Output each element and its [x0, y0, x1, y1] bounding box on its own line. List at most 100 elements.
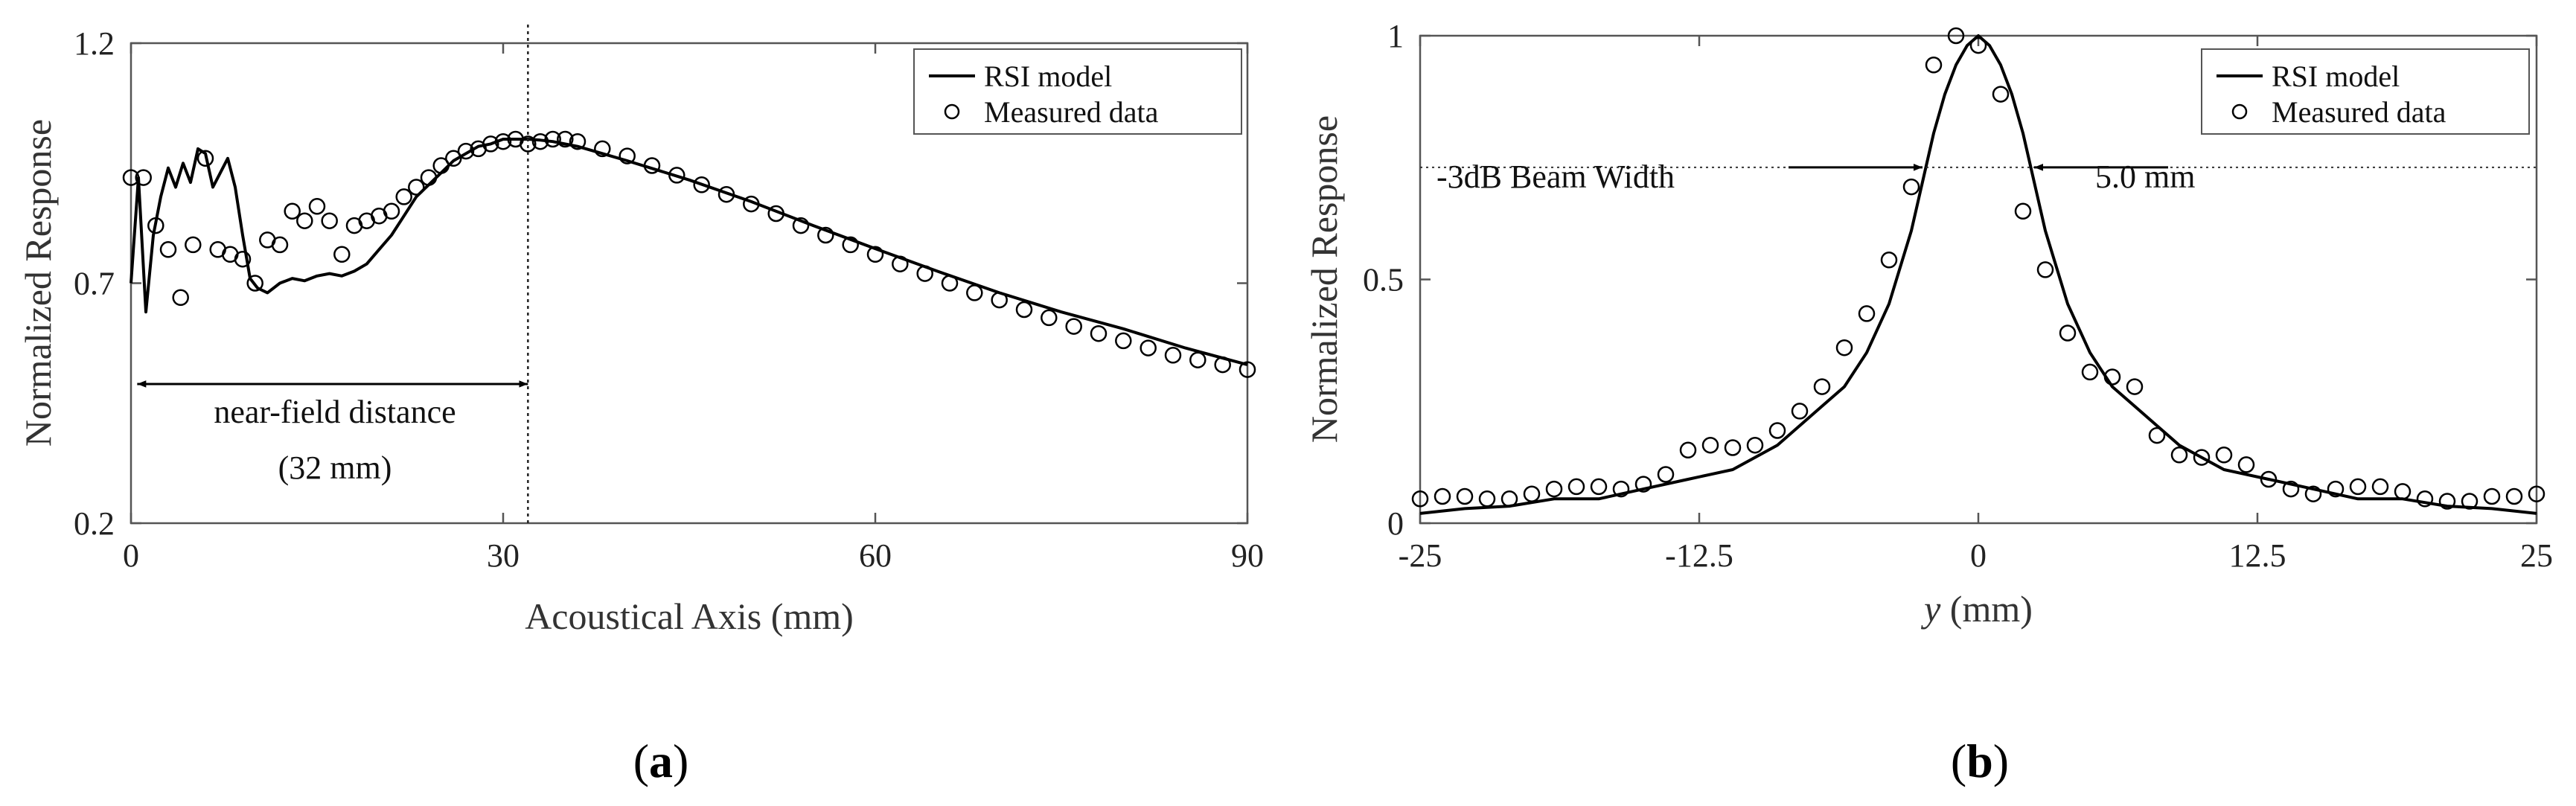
chart-b-y-tick-label: 0.5	[1363, 262, 1404, 298]
chart-b-measured-point	[1500, 490, 1518, 508]
chart-a-measured-point	[892, 255, 909, 272]
chart-b-measured-point	[2282, 480, 2300, 498]
chart-b-x-tick-label: -25	[1399, 537, 1442, 574]
chart-b-measured-point	[1701, 436, 1719, 454]
chart-a-measured-point	[916, 265, 933, 282]
chart-a-measured-point	[1239, 361, 1256, 378]
chart-b-measured-point	[1813, 378, 1831, 395]
chart-a-measured-point	[172, 289, 189, 307]
chart-a-measured-point	[1115, 332, 1132, 350]
chart-b-measured-point	[1925, 57, 1943, 74]
chart-a-measured-point	[494, 132, 512, 150]
chart-a-measured-point	[520, 135, 537, 153]
chart-a-x-tick-label: 0	[123, 537, 139, 574]
chart-a-measured-point	[594, 140, 611, 158]
chart-a-measured-point	[966, 284, 983, 301]
chart-a: 0 30 60 90 0.2 0.7 1.2 near-field distance (32…	[17, 25, 1264, 787]
chart-b-x-tick-label: 12.5	[2229, 537, 2286, 574]
chart-b-measured-point	[2327, 480, 2345, 498]
chart-b-measured-point	[1657, 466, 1675, 483]
chart-a-measured-point	[457, 142, 475, 160]
chart-b-measured-point	[1679, 441, 1697, 459]
chart-a-measured-point	[445, 150, 462, 167]
chart-b-measured-point	[2237, 456, 2255, 473]
chart-a-legend-line-label: RSI model	[984, 60, 1112, 93]
chart-b-measured-point	[2304, 485, 2322, 502]
chart-b-legend-marker-swatch	[2231, 103, 2248, 120]
chart-b-measured-point	[2215, 447, 2233, 464]
chart-b-measured-point	[2394, 483, 2412, 500]
chart-b-measured-point	[1612, 480, 1630, 498]
chart-a-measured-point	[767, 205, 784, 223]
chart-a-legend-marker-swatch	[944, 103, 960, 120]
chart-a-measured-point	[383, 202, 400, 220]
chart-a-measured-point	[333, 246, 351, 263]
chart-b-measured-point	[2103, 368, 2121, 386]
chart-b-measured-point	[2438, 493, 2456, 510]
chart-b-measured-point	[1746, 436, 1764, 454]
chart-b-measured-point	[2371, 478, 2389, 496]
chart-b-measured-point	[1411, 490, 1429, 508]
chart-b-x-axis-label: y (mm)	[1920, 588, 2033, 630]
chart-a-measured-point	[693, 176, 710, 193]
chart-b-y-axis-label: Normalized Response	[1303, 115, 1345, 443]
chart-b-measured-point	[1880, 252, 1898, 269]
chart-a-y-tick-label: 0.2	[74, 505, 115, 542]
chart-a-measured-point	[122, 169, 140, 186]
chart-a-measured-point	[420, 169, 438, 186]
chart-b-x-tick-label: -12.5	[1665, 537, 1733, 574]
chart-b-measured-point	[2081, 363, 2099, 381]
chart-a-near-field-value: (32 mm)	[278, 450, 392, 486]
chart-a-measured-point	[544, 130, 561, 148]
chart-b-legend-box	[2201, 48, 2530, 135]
chart-b-measured-point	[1835, 339, 1853, 356]
chart-b-y-tick-label: 1	[1387, 18, 1404, 54]
chart-b: -25 -12.5 0 12.5 25 0 0.5 1 -3dB Beam Width 5.0…	[1303, 18, 2553, 787]
chart-a-measured-point	[643, 157, 661, 174]
chart-b-measured-point	[1724, 439, 1742, 456]
chart-a-measured-point	[1189, 351, 1206, 368]
chart-a-measured-point	[1065, 318, 1082, 335]
chart-a-measured-point	[271, 236, 289, 254]
chart-b-measured-point	[2528, 485, 2545, 502]
chart-b-measured-point	[1947, 27, 1965, 45]
chart-b-measured-point	[1634, 476, 1652, 493]
chart-a-measured-point	[941, 275, 959, 292]
caption-b: (b)	[1951, 735, 2009, 787]
chart-a-measured-point	[1090, 324, 1108, 342]
chart-a-measured-point	[531, 132, 549, 150]
chart-a-measured-point	[1041, 309, 1058, 327]
chart-a-measured-point	[866, 246, 884, 263]
chart-b-measured-point	[1434, 487, 1451, 505]
chart-b-measured-point	[2193, 449, 2211, 466]
chart-b-measured-point	[1567, 478, 1585, 496]
chart-b-measured-point	[1992, 86, 2010, 103]
chart-a-x-tick-label: 60	[859, 537, 892, 574]
chart-b-measured-point	[1791, 403, 1809, 420]
chart-a-near-field-label: near-field distance	[214, 394, 456, 430]
chart-b-measured-point	[2126, 378, 2144, 395]
chart-a-measured-point	[196, 150, 214, 167]
chart-a-legend-box	[913, 48, 1242, 135]
chart-a-y-axis-label: Normalized Response	[17, 119, 59, 447]
chart-a-measured-point	[284, 202, 301, 220]
chart-a-measured-point	[147, 217, 164, 234]
chart-a-measured-point	[743, 195, 760, 213]
chart-b-measured-point	[1858, 305, 1876, 322]
chart-a-measured-point	[234, 250, 252, 268]
chart-a-legend: RSI model Measured data	[913, 48, 1242, 135]
chart-b-series-line-rsi-model	[1419, 34, 2537, 515]
chart-b-measured-point	[2483, 487, 2501, 505]
chart-a-measured-point	[135, 169, 152, 186]
chart-a-ticks	[130, 42, 1249, 525]
chart-b-marks	[1411, 27, 2545, 515]
chart-b-measured-point	[2416, 490, 2434, 508]
chart-a-measured-point	[817, 226, 834, 244]
chart-b-measured-point	[1478, 490, 1496, 508]
chart-a-x-tick-label: 30	[487, 537, 520, 574]
chart-a-measured-point	[619, 147, 636, 164]
chart-a-measured-point	[159, 241, 177, 258]
chart-b-legend: RSI model Measured data	[2201, 48, 2530, 135]
caption-a: (a)	[633, 735, 689, 787]
